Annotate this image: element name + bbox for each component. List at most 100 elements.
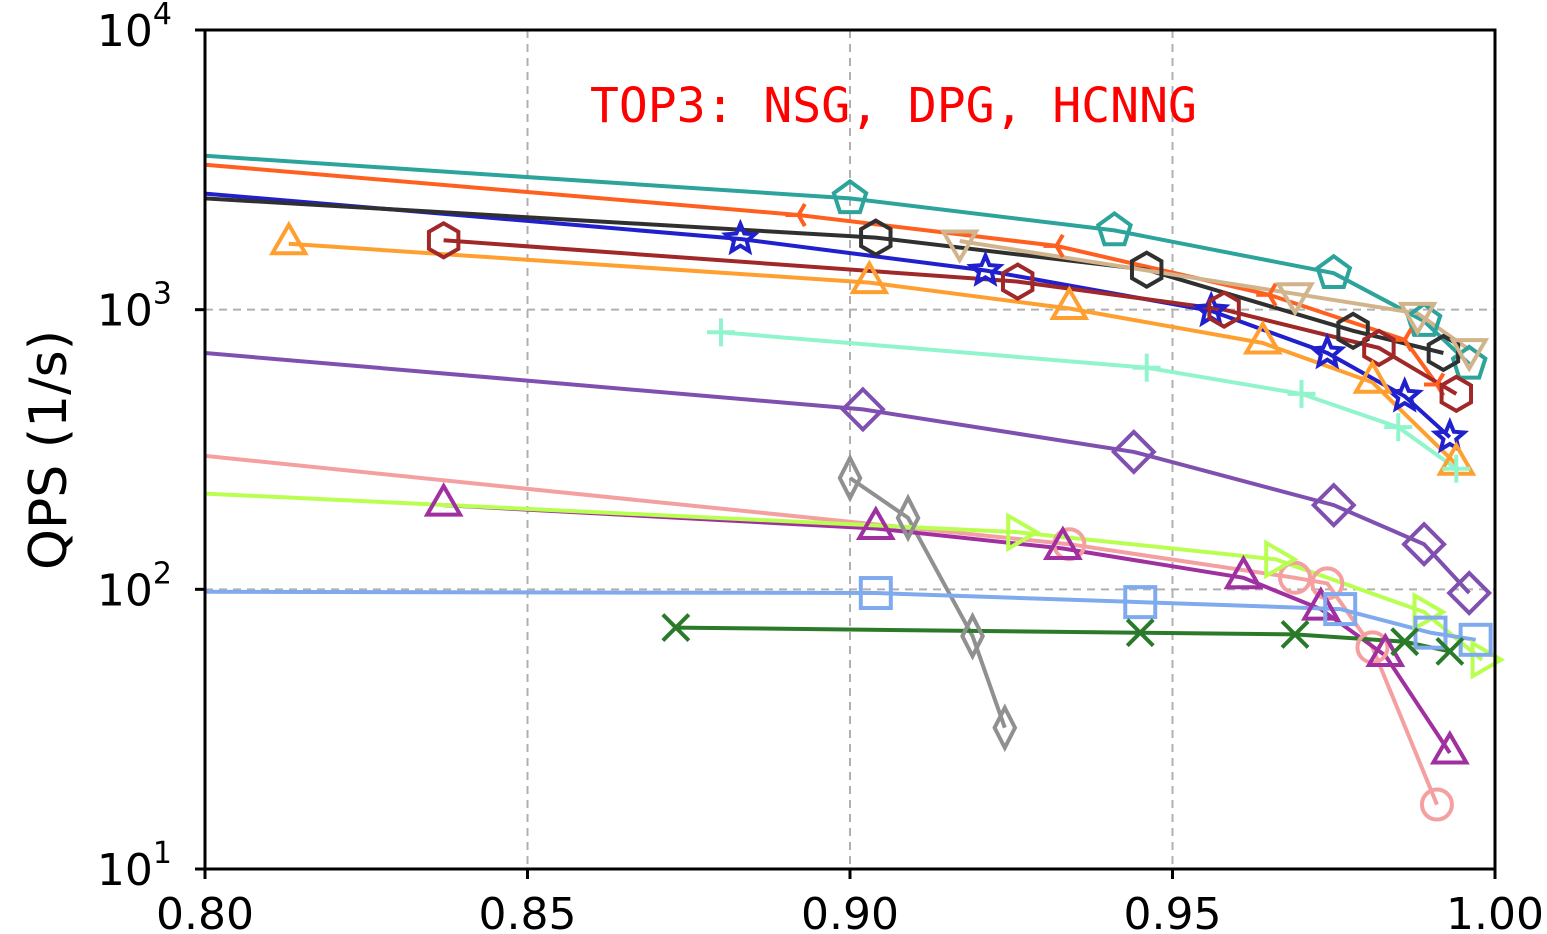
marker-stroke [1054,244,1065,258]
marker-stroke [1402,338,1413,352]
data-point-marker [859,218,893,257]
plot-frame [203,28,1497,871]
data-point-marker [939,229,980,265]
data-point-marker [721,218,760,256]
data-point-marker [1300,586,1341,621]
data-point-marker [1275,282,1315,317]
series-line-13 [205,589,1477,642]
data-point-marker [992,703,1018,753]
series-markers [268,178,1506,822]
data-point-marker [1390,627,1420,657]
series-line-2 [205,191,1452,439]
data-point-marker [1287,379,1316,408]
data-point-marker [1405,301,1443,337]
data-point-marker [1256,282,1278,307]
data-point-marker [785,202,807,228]
data-point-marker [1323,592,1358,627]
grid-lines [205,30,1495,869]
data-point-marker [1000,262,1035,301]
marker-stroke [1267,282,1278,296]
data-point-marker [1429,729,1470,765]
data-point-marker [966,250,1005,287]
data-point-marker [1401,521,1447,568]
data-point-marker [840,386,886,433]
x-axis-ticks: 0.80 0.85 0.90 0.95 1.00 [156,869,1544,934]
data-point-marker [1264,539,1299,580]
data-point-marker [1439,374,1474,414]
series-line-7 [720,330,1458,471]
data-point-marker [268,220,309,256]
data-point-marker [1446,570,1493,616]
data-point-marker [855,505,896,541]
data-point-marker [1435,636,1465,666]
data-point-marker [1397,301,1438,337]
data-point-marker [837,453,863,503]
marker-stroke [1280,619,1310,649]
marker-stroke [1125,618,1155,648]
marker-stroke [1054,233,1065,247]
marker-stroke [661,613,691,642]
data-point-marker [1352,359,1393,394]
data-point-marker [1426,333,1461,373]
data-point-marker [1125,618,1155,648]
marker-stroke [1435,372,1446,386]
data-point-marker [1450,344,1488,380]
data-point-marker [1043,233,1065,258]
data-point-marker [1308,332,1347,370]
series-lines [205,153,1484,806]
series-line-14 [675,625,1451,654]
y-tick-label: 104 [97,0,172,57]
data-point-marker [426,221,461,260]
data-point-marker [1223,554,1264,590]
data-point-marker [1095,210,1133,247]
data-point-marker [661,613,691,642]
data-point-marker [1310,482,1357,528]
marker-stroke [1390,627,1420,657]
data-point-marker [1278,560,1313,595]
marker-stroke [796,202,807,217]
data-point-marker [1242,319,1283,355]
marker-stroke [1267,293,1278,307]
data-point-marker [1442,454,1471,483]
series-line-8 [205,351,1471,595]
y-axis-ticks: 101 102 103 104 [97,0,205,896]
data-point-marker [1132,353,1161,382]
marker-stroke [796,213,807,228]
data-point-marker [895,493,921,543]
series-line-12 [205,491,1484,662]
data-point-marker [858,576,893,611]
annotation-top3: TOP3: NSG, DPG, HCNNG [590,78,1197,134]
series-line-0 [205,153,1471,366]
data-point-marker [1207,290,1241,329]
data-point-marker [707,318,735,347]
data-point-marker [831,178,869,215]
data-point-marker [1006,512,1041,553]
data-point-marker [1470,639,1506,680]
data-point-marker [1049,285,1090,320]
x-tick-label: 0.85 [479,889,577,934]
data-point-marker [1336,311,1370,351]
data-point-marker [423,482,464,517]
series-line-6 [288,241,1458,466]
data-point-marker [1412,592,1448,632]
data-point-marker [1385,376,1424,413]
data-point-marker [1042,525,1083,560]
data-point-marker [1362,328,1396,368]
x-tick-label: 0.95 [1124,889,1222,934]
data-point-marker [1430,416,1470,454]
x-tick-label: 0.80 [156,889,254,934]
data-point-marker [849,259,890,295]
data-point-marker [1280,619,1310,649]
marker-stroke [1402,327,1413,341]
x-tick-label: 0.90 [801,889,899,934]
y-tick-label: 103 [97,277,172,337]
data-point-marker [1449,338,1490,373]
data-point-marker [1315,253,1353,289]
y-tick-label: 102 [97,556,172,616]
marker-stroke [1435,636,1465,666]
y-axis-label: QPS (1/s) [19,330,79,570]
x-tick-label: 1.00 [1446,889,1544,934]
data-point-marker [960,611,985,661]
series-line-9 [848,476,1007,729]
